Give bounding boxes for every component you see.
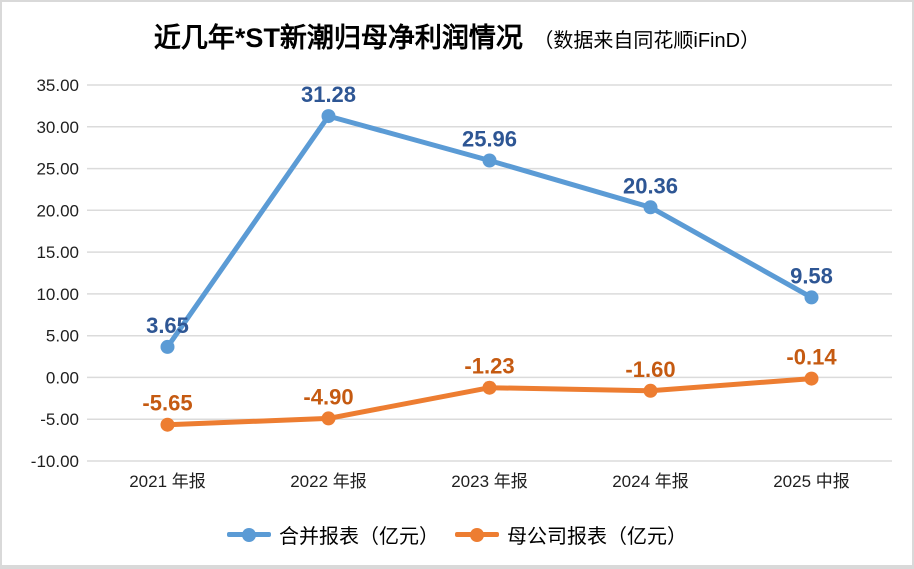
y-axis-tick-label: 10.00 [36, 285, 79, 304]
y-axis-tick-label: 15.00 [36, 243, 79, 262]
legend-line-marker-icon [227, 527, 271, 542]
chart-title-main: 近几年*ST新潮归母净利润情况 [153, 23, 523, 53]
x-axis-label: 2024 年报 [612, 472, 689, 491]
data-label: -0.14 [786, 345, 837, 370]
data-label: -1.23 [464, 354, 514, 379]
y-axis-tick-label: 25.00 [36, 160, 79, 179]
chart-title: 近几年*ST新潮归母净利润情况 （数据来自同花顺iFinD） [2, 16, 912, 55]
data-point-marker [160, 339, 175, 354]
data-label: 3.65 [146, 313, 189, 338]
y-axis-tick-label: 20.00 [36, 201, 79, 220]
x-axis-label: 2025 中报 [773, 472, 850, 491]
data-label: -4.90 [303, 384, 353, 409]
x-axis-label: 2023 年报 [451, 472, 528, 491]
y-axis-tick-label: 0.00 [46, 368, 79, 387]
legend-item-1: 母公司报表（亿元） [455, 520, 687, 549]
data-label: -1.60 [625, 357, 675, 382]
legend-item-0: 合并报表（亿元） [227, 520, 439, 549]
legend-dot-icon [242, 527, 256, 542]
data-point-marker [643, 383, 658, 398]
y-axis-tick-label: 5.00 [46, 327, 79, 346]
data-point-marker [321, 109, 336, 124]
data-label: -5.65 [142, 391, 192, 416]
legend-line-marker-icon [455, 527, 499, 542]
y-axis-tick-label: -10.00 [31, 452, 79, 471]
x-axis-label: 2022 年报 [290, 472, 367, 491]
x-axis-label: 2021 年报 [129, 472, 206, 491]
data-point-marker [321, 411, 336, 426]
data-point-marker [804, 371, 819, 386]
data-point-marker [804, 290, 819, 305]
data-label: 25.96 [462, 127, 517, 152]
legend-label: 合并报表（亿元） [279, 526, 439, 548]
data-label: 31.28 [301, 82, 356, 107]
y-axis-tick-label: 35.00 [36, 76, 79, 95]
y-axis-tick-label: 30.00 [36, 118, 79, 137]
legend-dot-icon [470, 527, 484, 542]
data-label: 20.36 [623, 173, 678, 198]
y-axis-tick-label: -5.00 [40, 410, 79, 429]
data-point-marker [482, 380, 497, 395]
data-point-marker [643, 200, 658, 215]
data-point-marker [482, 153, 497, 168]
data-label: 9.58 [790, 263, 833, 288]
chart-title-subtitle: （数据来自同花顺iFinD） [533, 30, 761, 52]
chart-legend: 合并报表（亿元） 母公司报表（亿元） [2, 520, 912, 549]
legend-label: 母公司报表（亿元） [507, 526, 687, 548]
data-point-marker [160, 417, 175, 432]
